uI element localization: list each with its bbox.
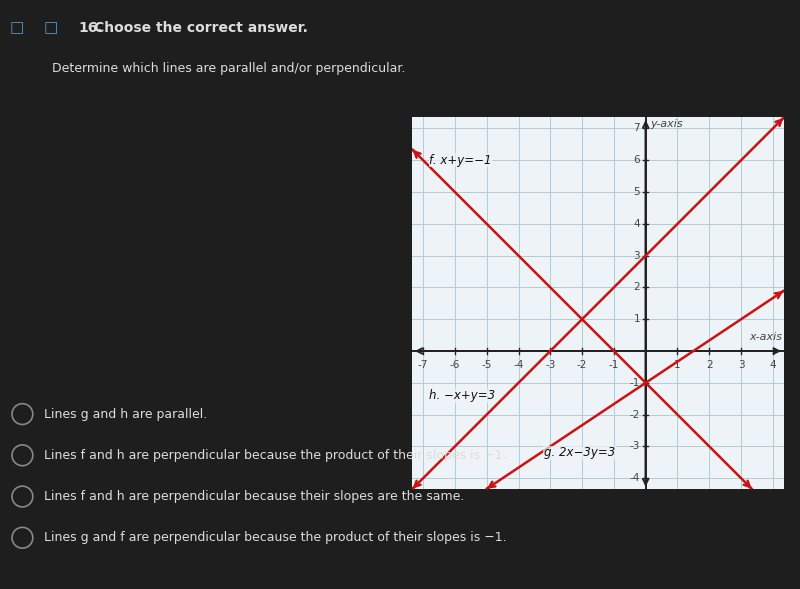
Text: 5: 5	[634, 187, 640, 197]
Text: -4: -4	[514, 360, 524, 370]
Text: 3: 3	[738, 360, 744, 370]
Text: Lines ​g​ and ​f​ are perpendicular because the product of their slopes is −1.: Lines ​g​ and ​f​ are perpendicular beca…	[44, 531, 506, 544]
Text: -6: -6	[450, 360, 460, 370]
Text: -2: -2	[577, 360, 587, 370]
Text: 2: 2	[634, 283, 640, 292]
Text: □: □	[10, 21, 24, 35]
Text: Lines ​g​ and ​h​ are parallel.: Lines ​g​ and ​h​ are parallel.	[44, 408, 207, 421]
Text: -1: -1	[609, 360, 619, 370]
Text: h. −x+y=3: h. −x+y=3	[430, 389, 496, 402]
Text: 7: 7	[634, 124, 640, 134]
Text: -7: -7	[418, 360, 428, 370]
Text: Choose the correct answer.: Choose the correct answer.	[94, 21, 308, 35]
Text: 2: 2	[706, 360, 713, 370]
Text: 4: 4	[770, 360, 776, 370]
Text: 4: 4	[634, 219, 640, 229]
Text: □: □	[44, 21, 58, 35]
Text: 1: 1	[634, 315, 640, 324]
Text: Determine which lines are parallel and/or perpendicular.: Determine which lines are parallel and/o…	[52, 62, 406, 75]
Text: x-axis: x-axis	[750, 332, 782, 342]
Text: Lines ​f​ and ​h​ are perpendicular because the product of their slopes is −1.: Lines ​f​ and ​h​ are perpendicular beca…	[44, 449, 506, 462]
Text: 6: 6	[634, 155, 640, 166]
Text: 1: 1	[674, 360, 681, 370]
Text: 3: 3	[634, 251, 640, 261]
Text: -2: -2	[630, 409, 640, 419]
Text: -3: -3	[630, 441, 640, 451]
Text: -1: -1	[630, 378, 640, 388]
Text: g. 2x−3y=3: g. 2x−3y=3	[544, 446, 615, 459]
Text: -4: -4	[630, 473, 640, 483]
Text: f. x+y=−1: f. x+y=−1	[430, 154, 492, 167]
Text: -5: -5	[482, 360, 492, 370]
Text: -3: -3	[545, 360, 555, 370]
Text: Lines ​f​ and ​h​ are perpendicular because their slopes are the same.: Lines ​f​ and ​h​ are perpendicular beca…	[44, 490, 464, 503]
Text: y-axis: y-axis	[650, 119, 683, 129]
Text: 16.: 16.	[78, 21, 103, 35]
